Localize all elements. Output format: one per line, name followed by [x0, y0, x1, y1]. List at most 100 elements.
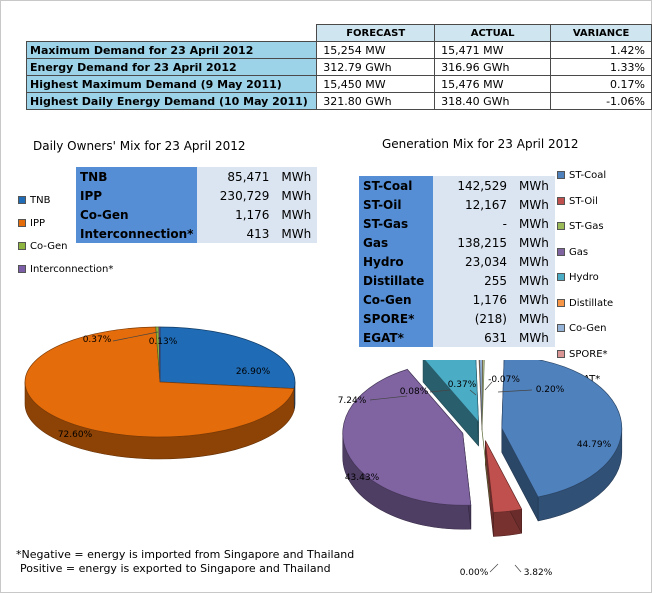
legend-label: Interconnection*	[30, 264, 114, 275]
legend-label: ST-Oil	[569, 195, 598, 207]
legend-swatch	[557, 247, 565, 256]
leader-line	[429, 389, 451, 393]
legend-swatch	[557, 222, 565, 230]
data-label-tnb: 26.90%	[236, 367, 271, 377]
table-row: Hydro 23,034 MWh	[359, 252, 555, 271]
data-label-st-oil: 3.82%	[524, 568, 553, 578]
table-row: EGAT* 631 MWh	[359, 328, 555, 347]
owners-mix-table: TNB 85,471 MWh IPP 230,729 MWh Co-Gen 1,176 MW…	[76, 167, 318, 243]
variance-value: 0.17%	[550, 75, 652, 93]
pie-slice-st-coal	[501, 360, 623, 498]
variance-value: -1.06%	[550, 92, 652, 110]
source-unit: MWh	[511, 233, 555, 252]
data-label-gas: 43.43%	[345, 473, 380, 483]
forecast-value: 15,450 MW	[316, 75, 436, 93]
demand-summary-table: FORECAST ACTUAL VARIANCE Maximum Demand …	[25, 24, 652, 110]
legend-swatch	[18, 265, 26, 273]
footnote: *Negative = energy is imported from Sing…	[16, 548, 354, 576]
data-label-interconnection: 0.13%	[149, 337, 178, 347]
legend-item-st-gas: ST-Gas	[557, 221, 604, 232]
data-label-co-gen: 0.37%	[448, 380, 477, 390]
source-value: (218)	[433, 309, 511, 328]
source-unit: MWh	[511, 195, 555, 214]
legend-item-gas: Gas	[557, 247, 588, 258]
owner-unit: MWh	[273, 186, 318, 205]
legend-item-distillate: Distillate	[557, 298, 613, 309]
source-value: 12,167	[433, 195, 511, 214]
actual-value: 318.40 GWh	[434, 92, 552, 110]
actual-value: 316.96 GWh	[434, 58, 552, 76]
source-unit: MWh	[511, 328, 555, 347]
legend-label: ST-Gas	[569, 221, 604, 232]
legend-item-st-oil: ST-Oil	[557, 196, 598, 207]
legend-item-ipp: IPP	[18, 218, 45, 229]
table-row: IPP 230,729 MWh	[76, 186, 318, 205]
actual-value: 15,476 MW	[434, 75, 552, 93]
source-unit: MWh	[511, 290, 555, 309]
pie-slice-st-oil	[485, 440, 523, 513]
legend-label: Co-Gen	[30, 241, 68, 252]
table-row: Co-Gen 1,176 MWh	[359, 290, 555, 309]
actual-value: 15,471 MW	[434, 41, 552, 59]
table-row: TNB 85,471 MWh	[76, 167, 318, 186]
source-name: EGAT*	[359, 328, 433, 347]
legend-swatch	[18, 196, 26, 204]
pie-slice-co-gen	[479, 360, 483, 431]
source-name: ST-Coal	[359, 176, 433, 195]
legend-label: TNB	[30, 195, 51, 206]
table-row: Highest Daily Energy Demand (10 May 2011…	[25, 92, 652, 110]
table-row: Distillate 255 MWh	[359, 271, 555, 290]
generation-pie-chart: 44.79% 3.82% 0.00% 43.43% 7.24% 0.08% 0.37% -0.…	[338, 360, 623, 578]
owner-value: 413	[197, 224, 274, 243]
source-name: SPORE*	[359, 309, 433, 328]
row-label: Maximum Demand for 23 April 2012	[25, 41, 318, 59]
row-label: Highest Maximum Demand (9 May 2011)	[25, 75, 318, 93]
legend-swatch	[557, 196, 565, 205]
table-row: Interconnection* 413 MWh	[76, 224, 318, 243]
pie-slice-hydro	[424, 360, 479, 423]
source-name: ST-Oil	[359, 195, 433, 214]
pie-slice-tnb	[159, 326, 296, 389]
header-forecast: FORECAST	[316, 24, 436, 42]
generation-mix-table: ST-Coal 142,529 MWh ST-Oil 12,167 MWh ST-Gas…	[359, 176, 555, 347]
pie-slice-ipp	[24, 326, 295, 438]
table-header-row: FORECAST ACTUAL VARIANCE	[26, 24, 652, 42]
table-row: Energy Demand for 23 April 2012 312.79 G…	[25, 58, 652, 76]
row-label: Highest Daily Energy Demand (10 May 2011…	[25, 92, 318, 110]
owner-value: 1,176	[197, 205, 274, 224]
owners-pie-chart: 26.90% 72.60% 0.37% 0.13%	[24, 326, 296, 460]
leader-line	[469, 389, 477, 396]
forecast-value: 15,254 MW	[316, 41, 436, 59]
legend-label: Distillate	[569, 297, 614, 309]
legend-item-st-coal: ST-Coal	[557, 170, 606, 181]
owner-name: Interconnection*	[76, 224, 198, 243]
pie-slice-egat	[481, 360, 485, 431]
leader-line	[497, 389, 533, 393]
legend-swatch	[557, 324, 565, 332]
owners-mix-title: Daily Owners' Mix for 23 April 2012	[33, 139, 246, 153]
leader-line	[489, 563, 499, 573]
leader-line	[514, 564, 522, 573]
owner-value: 85,471	[197, 167, 274, 186]
legend-item-spore: SPORE*	[557, 349, 608, 360]
source-unit: MWh	[511, 271, 555, 290]
legend-item-hydro: Hydro	[557, 272, 599, 283]
data-label-co-gen: 0.37%	[83, 335, 112, 345]
source-value: 255	[433, 271, 511, 290]
source-name: Co-Gen	[359, 290, 433, 309]
footnote-line-1: *Negative = energy is imported from Sing…	[16, 548, 355, 561]
owner-unit: MWh	[273, 167, 318, 186]
legend-swatch	[557, 171, 565, 179]
source-unit: MWh	[511, 252, 555, 271]
source-name: Gas	[359, 233, 433, 252]
data-label-egat: 0.20%	[536, 385, 565, 395]
table-row: ST-Coal 142,529 MWh	[359, 176, 555, 195]
table-row: Highest Maximum Demand (9 May 2011) 15,4…	[25, 75, 652, 93]
source-unit: MWh	[511, 309, 555, 328]
header-actual: ACTUAL	[434, 24, 552, 42]
leader-line	[369, 395, 408, 401]
source-unit: MWh	[511, 176, 555, 195]
data-label-hydro: 7.24%	[338, 396, 367, 406]
table-row: ST-Gas - MWh	[359, 214, 555, 233]
source-unit: MWh	[511, 214, 555, 233]
